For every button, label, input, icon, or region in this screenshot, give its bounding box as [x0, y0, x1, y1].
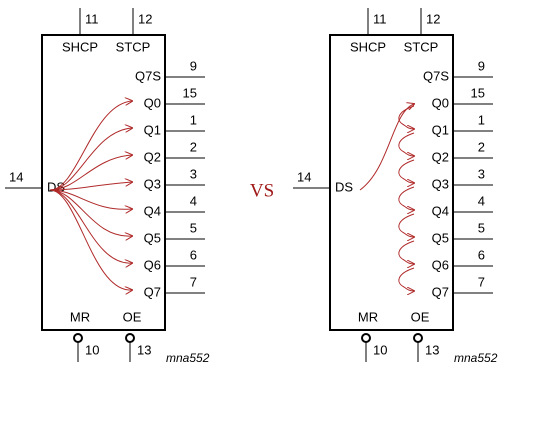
caption: mna552: [454, 351, 498, 365]
pin-label: MR: [358, 309, 378, 324]
pin-label: OE: [411, 309, 430, 324]
pin-number: 13: [425, 342, 439, 357]
pin-number: 11: [85, 11, 99, 26]
pin-number: 5: [190, 220, 197, 235]
chip-body: [41, 34, 166, 331]
pin-number: 10: [85, 342, 99, 357]
chip-body: [329, 34, 454, 331]
pin-number: 9: [478, 58, 485, 73]
pin-number: 3: [190, 166, 197, 181]
pin-label: Q7: [144, 284, 161, 299]
pin-number: 5: [478, 220, 485, 235]
pin-number: 14: [297, 169, 311, 184]
pin-label: Q1: [144, 122, 161, 137]
pin-number: 12: [426, 11, 440, 26]
pin-number: 14: [9, 169, 23, 184]
pin-label: Q0: [144, 95, 161, 110]
pin-number: 6: [478, 247, 485, 262]
arrow: [49, 189, 132, 236]
pin-number: 3: [478, 166, 485, 181]
pin-number: 4: [478, 193, 485, 208]
caption: mna552: [166, 351, 210, 365]
pin-number: 2: [478, 139, 485, 154]
pin-label: Q7S: [423, 68, 449, 83]
pin-label: Q4: [144, 203, 161, 218]
pin-label: Q6: [432, 257, 449, 272]
pin-label: Q3: [432, 176, 449, 191]
pin-number: 1: [478, 112, 485, 127]
pin-label: Q5: [144, 230, 161, 245]
arrow: [49, 182, 132, 191]
pin-label: Q2: [144, 149, 161, 164]
arrow: [398, 267, 414, 291]
arrow: [359, 104, 414, 191]
arrow: [398, 213, 414, 237]
separator: VS: [250, 180, 274, 201]
pin-label: Q6: [144, 257, 161, 272]
arrow: [398, 132, 414, 156]
pin-label: Q4: [432, 203, 449, 218]
pin-number: 15: [183, 85, 197, 100]
pin-label: Q7: [432, 284, 449, 299]
arrow: [398, 240, 414, 264]
pin-label: SHCP: [350, 39, 386, 54]
pin-number: 9: [190, 58, 197, 73]
pin-number: 10: [373, 342, 387, 357]
pin-number: 4: [190, 193, 197, 208]
pin-label: SHCP: [62, 39, 98, 54]
arrow: [49, 155, 132, 191]
pin-bubble: [361, 333, 371, 343]
pin-number: 1: [190, 112, 197, 127]
pin-bubble: [73, 333, 83, 343]
pin-number: 6: [190, 247, 197, 262]
arrow: [49, 189, 132, 263]
pin-number: 2: [190, 139, 197, 154]
pin-number: 11: [373, 11, 387, 26]
pin-label: STCP: [404, 39, 439, 54]
pin-label: Q7S: [135, 68, 161, 83]
pin-label: OE: [123, 309, 142, 324]
pin-label: Q1: [432, 122, 449, 137]
pin-label: Q2: [432, 149, 449, 164]
pin-number: 13: [137, 342, 151, 357]
pin-number: 7: [478, 274, 485, 289]
pin-label: Q0: [432, 95, 449, 110]
pin-number: 12: [138, 11, 152, 26]
pin-bubble: [125, 333, 135, 343]
pin-number: 15: [471, 85, 485, 100]
arrow: [49, 189, 132, 290]
pin-number: 7: [190, 274, 197, 289]
arrow: [398, 186, 414, 210]
arrow: [398, 159, 414, 183]
pin-label: Q5: [432, 230, 449, 245]
pin-label: Q3: [144, 176, 161, 191]
arrow: [49, 128, 132, 191]
arrow: [49, 189, 132, 209]
pin-label: MR: [70, 309, 90, 324]
arrow: [49, 101, 132, 191]
pin-bubble: [413, 333, 423, 343]
pin-label: STCP: [116, 39, 151, 54]
pin-label: DS: [335, 179, 353, 194]
arrow: [398, 105, 414, 129]
